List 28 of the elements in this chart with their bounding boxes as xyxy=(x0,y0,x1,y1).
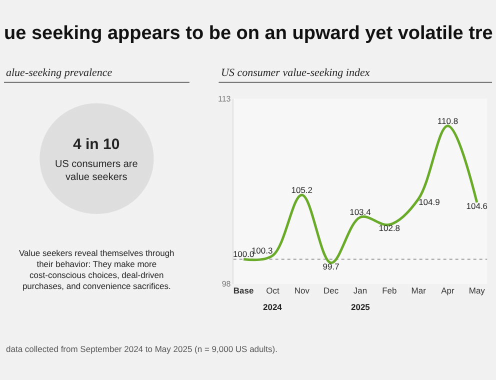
data-label: 103.4 xyxy=(350,207,372,218)
text: data collected from September 2024 to May 2025 (n = 9,000 US adults). xyxy=(6,344,278,354)
text: 2024 xyxy=(263,302,282,312)
x-tick-label: Jan xyxy=(353,285,368,296)
data-label: 110.8 xyxy=(437,116,458,126)
chart-title: US consumer value-seeking index xyxy=(221,67,370,79)
x-tick-label: May xyxy=(468,285,486,296)
x-tick-label: Nov xyxy=(294,285,310,296)
x-tick-label: Base xyxy=(233,285,254,296)
data-label: 100.0 xyxy=(232,249,254,260)
data-label: 99.7 xyxy=(322,261,340,272)
y-tick-label: 113 xyxy=(218,94,232,104)
x-tick-label: Mar xyxy=(411,285,426,296)
x-tick-label: Feb xyxy=(382,285,397,296)
text: alue-seeking prevalence xyxy=(6,67,112,79)
data-label: 104.6 xyxy=(466,200,488,211)
data-label: 102.8 xyxy=(378,223,400,234)
data-label: 105.2 xyxy=(291,184,313,195)
x-tick-label: Dec xyxy=(324,285,340,296)
text: 2025 xyxy=(351,302,370,312)
text: US consumers are value seekers xyxy=(55,159,138,183)
x-tick-label: Oct xyxy=(266,285,280,296)
text: Value seekers reveal themselves through their behavior: They make more cost-conscious choices, deal-driven purchases, and convenience sacrifices. xyxy=(19,248,175,292)
text: ue seeking appears to be on an upward yet volatile tre xyxy=(4,23,493,44)
text: 4 in 10 xyxy=(73,136,120,153)
x-tick-label: Apr xyxy=(441,285,455,296)
y-tick-label: 98 xyxy=(222,280,232,289)
data-label: 104.9 xyxy=(418,197,440,208)
